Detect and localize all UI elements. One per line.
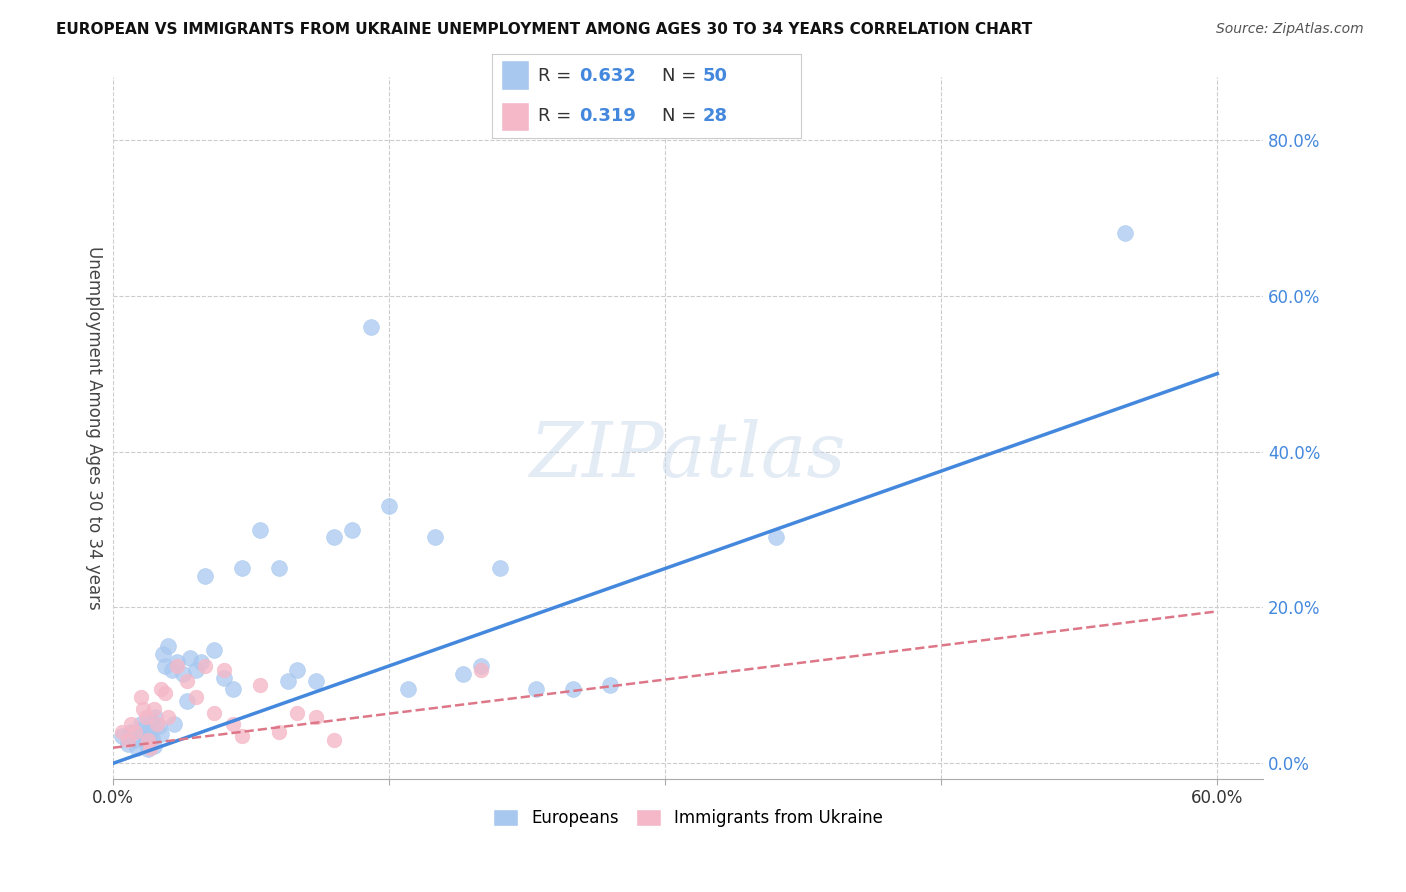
Point — [121, 717, 143, 731]
Text: ZIPatlas: ZIPatlas — [530, 419, 846, 493]
Point — [184, 663, 207, 677]
Point — [277, 674, 299, 689]
Point — [142, 739, 165, 754]
Point — [212, 663, 235, 677]
Point — [285, 706, 308, 720]
Point — [157, 709, 180, 723]
Point — [152, 647, 174, 661]
Point — [176, 674, 198, 689]
Point — [136, 742, 159, 756]
Point — [451, 666, 474, 681]
Text: R =: R = — [538, 107, 578, 125]
Legend: Europeans, Immigrants from Ukraine: Europeans, Immigrants from Ukraine — [486, 802, 890, 834]
Point — [136, 733, 159, 747]
Point — [163, 717, 186, 731]
Point — [323, 530, 346, 544]
Point — [117, 737, 139, 751]
Point — [323, 733, 346, 747]
Text: EUROPEAN VS IMMIGRANTS FROM UKRAINE UNEMPLOYMENT AMONG AGES 30 TO 34 YEARS CORRE: EUROPEAN VS IMMIGRANTS FROM UKRAINE UNEM… — [56, 22, 1032, 37]
Point — [135, 734, 157, 748]
Point — [153, 686, 176, 700]
Text: Source: ZipAtlas.com: Source: ZipAtlas.com — [1216, 22, 1364, 37]
Point — [1114, 227, 1136, 241]
Point — [121, 725, 143, 739]
Point — [396, 682, 419, 697]
Point — [249, 678, 271, 692]
Point — [172, 666, 194, 681]
Point — [139, 740, 162, 755]
Point — [222, 717, 245, 731]
Point — [124, 733, 146, 747]
Point — [267, 725, 290, 739]
Point — [157, 640, 180, 654]
Point — [212, 671, 235, 685]
Point — [249, 523, 271, 537]
Point — [166, 659, 188, 673]
Point — [111, 729, 134, 743]
Point — [131, 702, 153, 716]
Point — [129, 717, 152, 731]
Point — [360, 319, 382, 334]
Point — [423, 530, 446, 544]
Point — [176, 694, 198, 708]
Point — [129, 690, 152, 704]
Point — [153, 659, 176, 673]
Y-axis label: Unemployment Among Ages 30 to 34 years: Unemployment Among Ages 30 to 34 years — [86, 246, 103, 610]
Text: R =: R = — [538, 67, 578, 85]
Point — [202, 643, 225, 657]
Point — [149, 727, 172, 741]
Point — [190, 655, 212, 669]
Text: 0.319: 0.319 — [579, 107, 636, 125]
Point — [125, 740, 148, 755]
Point — [304, 674, 326, 689]
Point — [194, 659, 217, 673]
Point — [231, 561, 253, 575]
Point — [135, 709, 157, 723]
Point — [124, 725, 146, 739]
Point — [111, 725, 134, 739]
Point — [599, 678, 621, 692]
Point — [148, 719, 170, 733]
Point — [194, 569, 217, 583]
Point — [378, 499, 401, 513]
Point — [285, 663, 308, 677]
Point — [160, 663, 183, 677]
Point — [149, 682, 172, 697]
Point — [765, 530, 787, 544]
Point — [202, 706, 225, 720]
Point — [139, 714, 162, 728]
Point — [231, 729, 253, 743]
Text: 50: 50 — [703, 67, 727, 85]
Text: N =: N = — [662, 67, 702, 85]
Text: 28: 28 — [703, 107, 727, 125]
Point — [222, 682, 245, 697]
Point — [470, 659, 492, 673]
Point — [166, 655, 188, 669]
Point — [470, 663, 492, 677]
Point — [342, 523, 364, 537]
Point — [562, 682, 585, 697]
Point — [141, 731, 163, 746]
Text: N =: N = — [662, 107, 702, 125]
Point — [134, 727, 156, 741]
Point — [145, 709, 167, 723]
Point — [488, 561, 510, 575]
Point — [131, 721, 153, 735]
Point — [267, 561, 290, 575]
Point — [117, 733, 139, 747]
Point — [142, 702, 165, 716]
Text: 0.632: 0.632 — [579, 67, 636, 85]
Point — [179, 651, 201, 665]
Point — [304, 709, 326, 723]
Point — [146, 717, 169, 731]
Point — [139, 723, 162, 738]
Bar — [502, 61, 529, 90]
Point — [524, 682, 547, 697]
Point — [184, 690, 207, 704]
Bar — [502, 102, 529, 131]
